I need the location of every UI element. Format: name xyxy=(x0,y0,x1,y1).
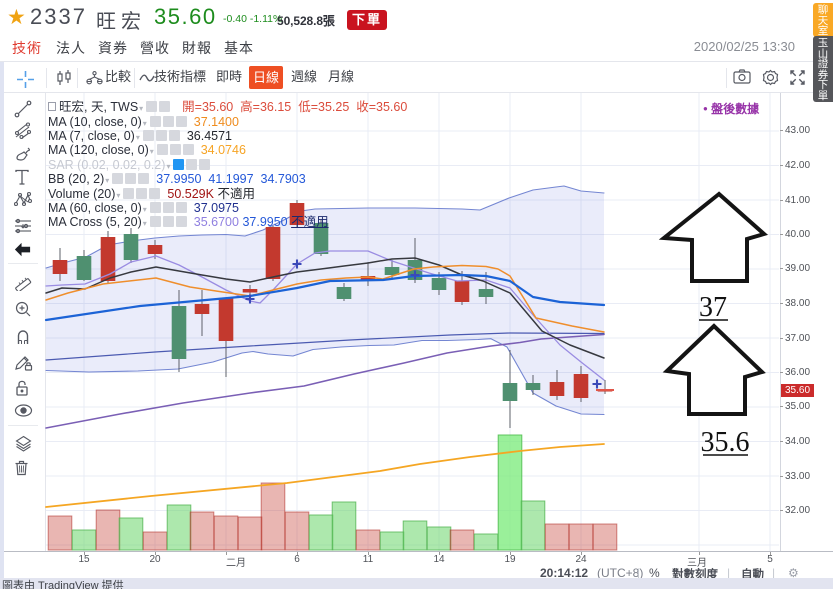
svg-text:35.6: 35.6 xyxy=(701,427,750,458)
svg-text:37: 37 xyxy=(699,292,727,323)
